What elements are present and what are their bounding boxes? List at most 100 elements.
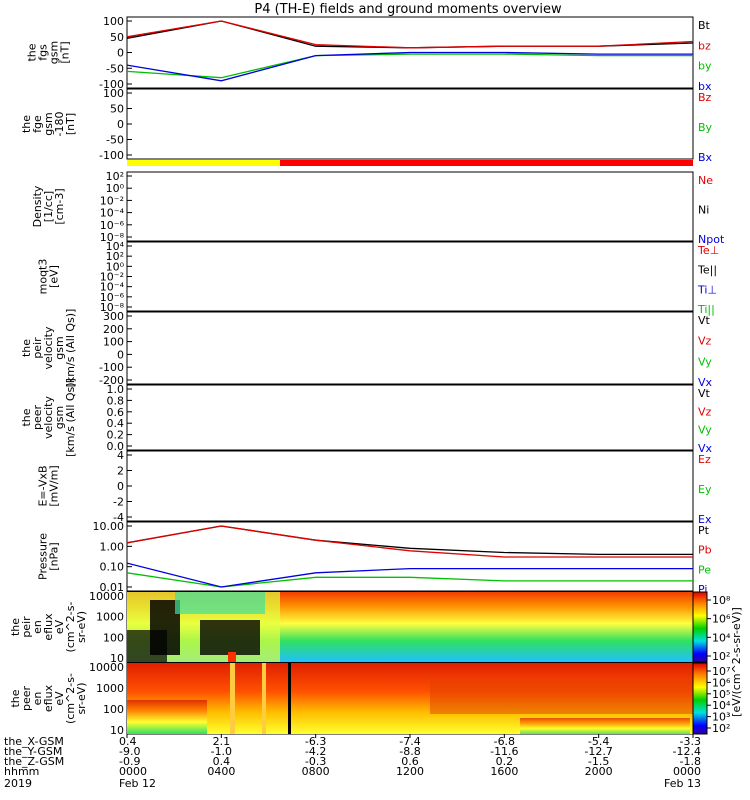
legend-Ne: Ne: [698, 174, 713, 187]
state-bar-yellow: [127, 160, 280, 166]
series-fgs-Bt: [126, 20, 694, 49]
colorbar-peir: [692, 591, 708, 663]
legend-Pt: Pt: [698, 524, 710, 537]
y-tick-label: -50: [106, 134, 124, 147]
x-tick-label: -0.3: [305, 755, 326, 768]
legend-Bz: Bz: [698, 91, 712, 104]
bottom-row-label: 2019: [4, 777, 32, 790]
y-axis-label: [nT]: [59, 41, 72, 63]
y-axis-label: moqt3: [37, 259, 50, 295]
panel-frame: [126, 450, 694, 522]
x-tick-label: -1.8: [680, 755, 701, 768]
colorbar-label: [eV/(cm^2-s-sr-eV)]: [730, 607, 743, 717]
y-tick-label: 1000: [96, 682, 124, 695]
x-tick-label: -1.5: [588, 755, 609, 768]
y-tick-label: 0: [117, 118, 124, 131]
y-axis-label: sr-eV): [75, 682, 88, 714]
y-tick-label: 0.0: [107, 440, 125, 453]
y-axis-label: fge: [31, 115, 44, 133]
colorbar-tick-label: 10⁴: [712, 699, 731, 712]
series-pressure-Pb: [126, 525, 693, 558]
y-tick-label: 10⁻²: [100, 271, 124, 284]
legend-Vt: Vt: [698, 387, 711, 400]
legend-By: By: [698, 121, 713, 134]
y-tick-label: 10⁻⁸: [100, 301, 125, 314]
y-axis-label: velocity: [42, 396, 55, 439]
legend-Ex: Ex: [698, 513, 712, 526]
y-axis-label: E=-VxB: [37, 465, 50, 506]
legend-Te⊥: Te⊥: [697, 244, 719, 257]
series-fgs-by: [126, 53, 693, 79]
y-tick-label: -2: [113, 496, 124, 509]
x-tick-label: -3.3: [680, 735, 701, 748]
legend-Ni: Ni: [698, 204, 709, 217]
x-tick-label: -1.0: [211, 745, 232, 758]
colorbar-tick-label: 10²: [712, 650, 730, 663]
legend-Pb: Pb: [698, 544, 712, 557]
legend-bz: bz: [698, 39, 711, 52]
y-tick-label: 10⁻⁸: [100, 231, 125, 244]
y-axis-label: [1/cc]: [42, 191, 55, 222]
y-tick-label: 10000: [89, 661, 124, 674]
legend-Ey: Ey: [698, 483, 712, 496]
figure-title: P4 (TH-E) fields and ground moments over…: [254, 2, 562, 17]
legend-bx: bx: [698, 80, 712, 93]
y-tick-label: 0.10: [100, 561, 125, 574]
colorbar-tick-label: 10⁵: [712, 688, 730, 701]
y-tick-label: 1.00: [100, 540, 125, 553]
y-tick-label: 10⁻²: [100, 194, 124, 207]
y-tick-label: 10⁴: [106, 240, 125, 253]
y-tick-label: 100: [103, 87, 124, 100]
x-tick-label: -8.8: [399, 745, 420, 758]
x-tick-label: 0800: [302, 765, 330, 778]
y-axis-label: [nT]: [64, 113, 77, 135]
y-tick-label: 200: [103, 323, 124, 336]
x-tick-label: 0.4: [213, 755, 231, 768]
y-tick-label: 1000: [96, 611, 124, 624]
legend-Ti⊥: Ti⊥: [697, 283, 717, 296]
x-tick-label: -6.3: [305, 735, 326, 748]
peir-spectrogram: [127, 592, 693, 662]
y-tick-label: 10²: [106, 250, 124, 263]
y-axis-label: [eV]: [48, 265, 61, 288]
colorbar-tick-label: 10⁴: [712, 631, 731, 644]
x-tick-label: 1200: [396, 765, 424, 778]
legend-Bt: Bt: [698, 19, 711, 32]
y-tick-label: 0.4: [107, 417, 125, 430]
panel-frame: [126, 311, 694, 385]
bottom-row-label: hhmm: [4, 765, 39, 778]
bottom-row-label: the_Z-GSM: [4, 755, 64, 768]
x-tick-label: 2000: [585, 765, 613, 778]
y-axis-label: [km/s (All Qs)]: [64, 378, 77, 457]
panel-efield: 4 2 0 -2 -4 E=-VxB[mV/m] Ez Ey Ex: [37, 449, 712, 526]
state-bar-red: [280, 160, 693, 166]
y-tick-label: 0: [117, 480, 124, 493]
x-tick-label: 0.4: [119, 735, 137, 748]
colorbar-tick-label: 10⁶: [712, 676, 731, 689]
y-tick-label: -4: [113, 511, 124, 524]
y-axis-label: gsm: [48, 41, 61, 64]
y-axis-label: velocity: [42, 326, 55, 369]
y-axis-label: eflux: [42, 684, 55, 712]
legend-Vt: Vt: [698, 314, 711, 327]
y-tick-label: 10⁰: [106, 260, 125, 273]
y-tick-label: 10⁻⁶: [100, 219, 125, 232]
x-tick-label: 0000: [673, 765, 701, 778]
x-tick-label: -6.8: [494, 735, 515, 748]
y-axis-label: -180: [53, 112, 66, 137]
y-tick-label: 10: [110, 724, 124, 737]
y-axis-label: [cm-3]: [53, 188, 66, 224]
y-tick-label: 0: [117, 47, 124, 60]
legend-Vz: Vz: [698, 335, 712, 348]
y-axis-label: sr-eV): [75, 611, 88, 643]
x-tick-label: -5.4: [588, 735, 609, 748]
y-tick-label: 10²: [106, 170, 124, 183]
x-tick-label: -0.9: [119, 755, 140, 768]
legend-Vx: Vx: [698, 442, 713, 455]
y-axis-label: eV: [53, 691, 66, 706]
x-tick-label: -12.4: [673, 745, 701, 758]
y-axis-label: [mV/m]: [48, 465, 61, 506]
y-tick-label: -50: [106, 62, 124, 75]
